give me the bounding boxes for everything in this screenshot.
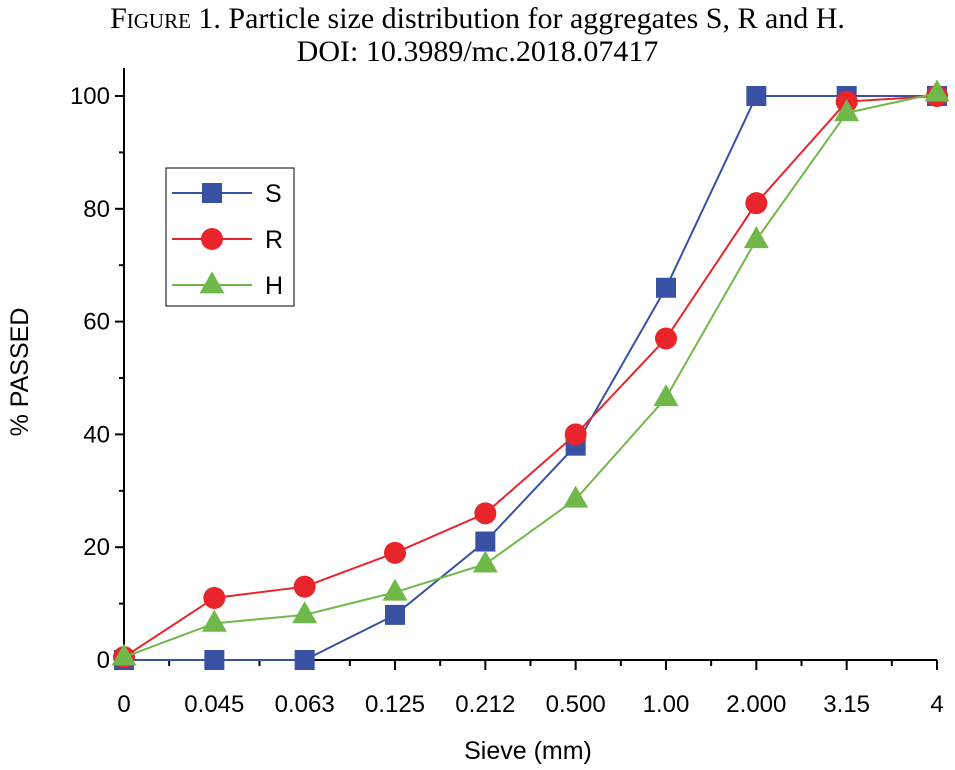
series-line-r bbox=[123, 95, 938, 659]
figure-title-text: Particle size distribution for aggregate… bbox=[228, 2, 845, 35]
data-point-r bbox=[655, 327, 677, 350]
data-point-h bbox=[563, 485, 589, 508]
y-tick-label: 40 bbox=[83, 421, 110, 448]
data-point-s bbox=[656, 277, 676, 298]
legend-box bbox=[165, 167, 295, 307]
data-point-h bbox=[924, 79, 950, 102]
y-tick-label: 80 bbox=[83, 196, 110, 223]
data-point-r bbox=[293, 575, 316, 598]
figure-doi: DOI: 10.3989/mc.2018.07417 bbox=[296, 35, 659, 68]
data-point-h bbox=[472, 550, 498, 573]
x-tick-label: 2.000 bbox=[726, 691, 786, 718]
x-tick-label: 3.15 bbox=[823, 691, 870, 718]
data-point-h bbox=[111, 643, 137, 666]
data-point-r bbox=[384, 541, 406, 564]
data-point-s bbox=[294, 650, 315, 670]
series-h bbox=[111, 79, 950, 666]
x-tick-label: 0.500 bbox=[546, 691, 606, 718]
data-point-s bbox=[204, 650, 225, 670]
x-axis-title: Sieve (mm) bbox=[464, 737, 592, 765]
axes: 0 20 40 60 80 100 0 0.045 0.063 0.125 0.212 0.500 1.… bbox=[70, 68, 944, 718]
data-point-h bbox=[292, 601, 318, 624]
data-point-s bbox=[746, 86, 767, 106]
legend-label-r: R bbox=[265, 226, 283, 254]
figure-title-prefix: Figure 1. bbox=[110, 2, 221, 35]
legend-label-h: H bbox=[265, 272, 283, 300]
data-point-s bbox=[385, 604, 405, 625]
legend: SRH bbox=[165, 167, 295, 307]
series-layer bbox=[111, 79, 950, 670]
data-point-h bbox=[743, 226, 769, 249]
data-point-s bbox=[475, 531, 496, 552]
data-point-h bbox=[834, 99, 860, 122]
data-point-r bbox=[564, 423, 587, 446]
legend-label-s: S bbox=[265, 180, 282, 208]
y-tick-label: 0 bbox=[97, 647, 110, 674]
data-point-h bbox=[382, 578, 408, 601]
x-tick-label: 0.212 bbox=[455, 691, 515, 718]
y-tick-label: 100 bbox=[70, 83, 110, 110]
data-point-r bbox=[745, 192, 768, 215]
x-tick-label: 0.063 bbox=[275, 691, 335, 718]
x-tick-label: 4 bbox=[930, 691, 943, 718]
series-line-h bbox=[123, 92, 938, 659]
legend-marker-s bbox=[202, 183, 222, 203]
x-tick-label: 0 bbox=[117, 691, 130, 718]
legend-marker-r bbox=[201, 228, 223, 250]
y-axis-title: % PASSED bbox=[6, 308, 34, 437]
x-tick-label: 0.045 bbox=[184, 691, 244, 718]
data-point-h bbox=[653, 384, 679, 407]
y-tick-label: 20 bbox=[83, 534, 110, 561]
series-s bbox=[114, 86, 947, 670]
x-tick-label: 1.00 bbox=[643, 691, 690, 718]
data-point-h bbox=[201, 609, 227, 632]
y-tick-label: 60 bbox=[83, 309, 110, 336]
data-point-r bbox=[203, 586, 226, 609]
x-tick-label: 0.125 bbox=[365, 691, 425, 718]
data-point-r bbox=[474, 502, 497, 525]
figure-title: Figure 1. Particle size distribution for… bbox=[0, 2, 955, 68]
series-line-s bbox=[124, 95, 937, 661]
legend-marker-h bbox=[199, 271, 225, 294]
series-r bbox=[113, 85, 948, 669]
